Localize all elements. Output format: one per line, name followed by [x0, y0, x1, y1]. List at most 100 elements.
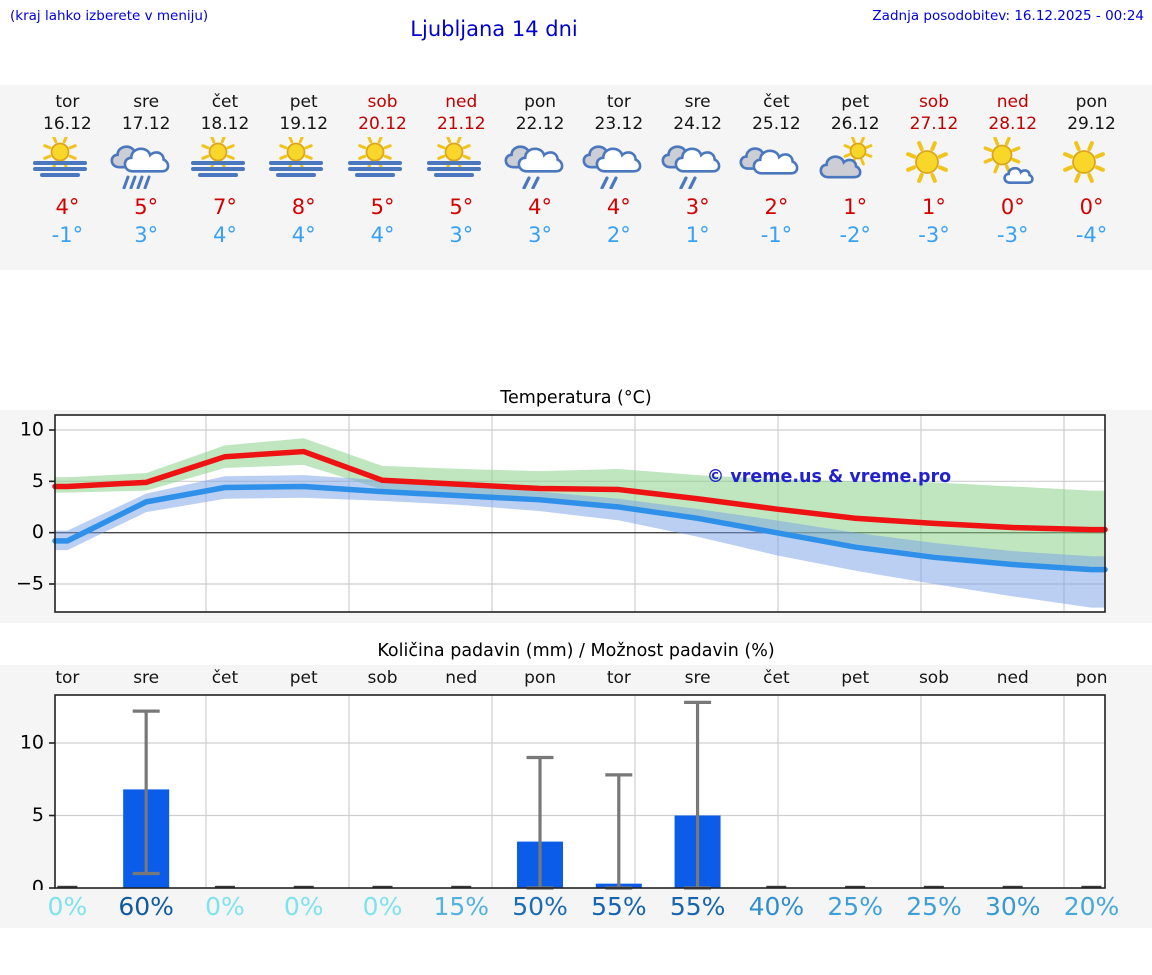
precip-day-label: ned: [445, 668, 478, 688]
day-name: sre: [133, 92, 160, 112]
temperature-chart-title: Temperatura (°C): [500, 388, 652, 408]
day-low-temp: -1°: [760, 223, 793, 247]
day-column[interactable]: tor 23.12 4° 2°: [579, 91, 658, 270]
precipitation-figure: tor sre čet pet sob ned pon tor sre čet pet sob ned p…: [0, 665, 1152, 928]
precip-probability: 0%: [205, 892, 245, 921]
weather-icon-light-rain: [504, 145, 564, 189]
day-column[interactable]: sob 20.12 5° 4°: [343, 91, 422, 270]
day-name: pon: [1075, 92, 1108, 112]
temp-ytick-label: 10: [20, 419, 44, 441]
precip-probability: 0%: [47, 892, 88, 921]
day-high-temp: 3°: [685, 195, 710, 219]
precip-probability: 30%: [984, 892, 1041, 921]
day-high-temp: 1°: [843, 195, 868, 219]
weather-icon-sun-fog: [348, 137, 403, 177]
day-name: čet: [211, 92, 239, 112]
last-updated: Zadnja posodobitev: 16.12.2025 - 00:24: [872, 8, 1144, 24]
weather-icon-sun-fog: [33, 137, 87, 177]
day-column[interactable]: tor 16.12 4° -1°: [28, 91, 107, 270]
day-low-temp: -4°: [1075, 223, 1108, 247]
weather-icon-light-rain: [661, 145, 721, 189]
precip-zero-mark: [214, 885, 235, 888]
precip-probability: 50%: [512, 892, 568, 921]
day-date: 27.12: [909, 114, 959, 134]
day-date: 22.12: [515, 114, 565, 134]
day-high-temp: 4°: [55, 195, 80, 219]
day-date: 25.12: [752, 114, 801, 134]
precip-ytick-label: 0: [32, 877, 44, 891]
day-column[interactable]: čet 18.12 7° 4°: [186, 91, 265, 270]
day-name: pet: [841, 92, 870, 112]
day-column[interactable]: pet 19.12 8° 4°: [264, 91, 343, 270]
day-column[interactable]: ned 28.12 0° -3°: [973, 91, 1052, 270]
day-date: 28.12: [988, 114, 1038, 134]
temperature-figure: 10 5 0 −5 © vreme.us & vreme.pro: [0, 410, 1152, 623]
precip-probability: 20%: [1063, 892, 1120, 921]
day-low-temp: 4°: [291, 223, 316, 247]
day-column[interactable]: čet 25.12 2° -1°: [737, 91, 816, 270]
precip-day-label: sob: [367, 668, 398, 688]
precip-zero-mark: [451, 885, 472, 888]
precip-zero-mark: [766, 885, 787, 888]
precip-day-label: pon: [524, 668, 557, 688]
day-high-temp: 0°: [1079, 195, 1104, 219]
precip-zero-mark: [1002, 885, 1023, 888]
weather-icon-sunny: [905, 141, 948, 183]
day-high-temp: 4°: [528, 195, 553, 219]
day-low-temp: 2°: [606, 223, 631, 247]
precip-day-label: sre: [684, 668, 711, 688]
page-title: Ljubljana 14 dni: [410, 17, 578, 41]
weather-icon-sun-behind-cloud: [819, 137, 873, 179]
precip-day-label: ned: [996, 668, 1029, 688]
day-column[interactable]: pon 22.12 4° 3°: [501, 91, 580, 270]
day-column[interactable]: pet 26.12 1° -2°: [816, 91, 895, 270]
day-date: 26.12: [830, 114, 880, 134]
precip-ytick-label: 10: [20, 732, 44, 754]
day-high-temp: 8°: [291, 195, 316, 219]
temperature-plot: 10 5 0 −5 © vreme.us & vreme.pro: [16, 414, 1108, 613]
day-column[interactable]: sob 27.12 1° -3°: [895, 91, 974, 270]
day-date: 23.12: [594, 114, 644, 134]
weather-icon-sunny: [1063, 141, 1106, 183]
day-date: 19.12: [279, 114, 329, 134]
day-name: ned: [996, 92, 1029, 112]
precip-zero-mark: [372, 885, 393, 888]
precip-probability: 55%: [591, 892, 647, 921]
precip-day-label: tor: [55, 668, 80, 688]
weather-icon-sun-fog: [269, 137, 324, 177]
day-strip: tor 16.12 4° -1° sre 17.12 5° 3° čet 18.12 7° 4° pet…: [0, 85, 1152, 270]
precip-zero-mark: [845, 885, 866, 888]
day-name: tor: [606, 92, 631, 112]
day-low-temp: -3°: [918, 223, 950, 247]
precip-probability: 55%: [669, 892, 726, 921]
weather-icon-sun-fog: [426, 137, 481, 177]
day-low-temp: 3°: [528, 223, 553, 247]
max-temp-line: [52, 448, 1108, 533]
watermark-link[interactable]: © vreme.us & vreme.pro: [707, 467, 951, 487]
day-low-temp: -3°: [997, 223, 1029, 247]
day-low-temp: 4°: [213, 223, 237, 247]
precip-zero-mark: [923, 885, 944, 888]
day-high-temp: 0°: [1000, 195, 1025, 219]
day-name: sob: [367, 92, 398, 112]
day-column[interactable]: sre 17.12 5° 3°: [107, 91, 186, 270]
day-high-temp: 2°: [764, 195, 789, 219]
day-high-temp: 5°: [449, 195, 474, 219]
day-name: pon: [524, 92, 557, 112]
day-name: čet: [763, 92, 790, 112]
precipitation-chart-title: Količina padavin (mm) / Možnost padavin …: [377, 641, 775, 661]
day-date: 18.12: [200, 114, 250, 134]
weather-icon-sun-small-cloud: [983, 137, 1035, 184]
day-high-temp: 7°: [213, 195, 237, 219]
precip-day-label: pon: [1075, 668, 1108, 688]
precip-probability: 25%: [906, 892, 962, 921]
day-column[interactable]: pon 29.12 0° -4°: [1052, 91, 1131, 270]
day-column[interactable]: ned 21.12 5° 3°: [422, 91, 501, 270]
day-low-temp: -2°: [839, 223, 871, 247]
min-temp-line: [52, 483, 1108, 573]
day-low-temp: -1°: [51, 223, 84, 247]
temp-ytick-label: 0: [32, 521, 44, 543]
temp-ytick-label: −5: [16, 573, 44, 595]
day-date: 21.12: [436, 114, 486, 134]
day-column[interactable]: sre 24.12 3° 1°: [658, 91, 737, 270]
